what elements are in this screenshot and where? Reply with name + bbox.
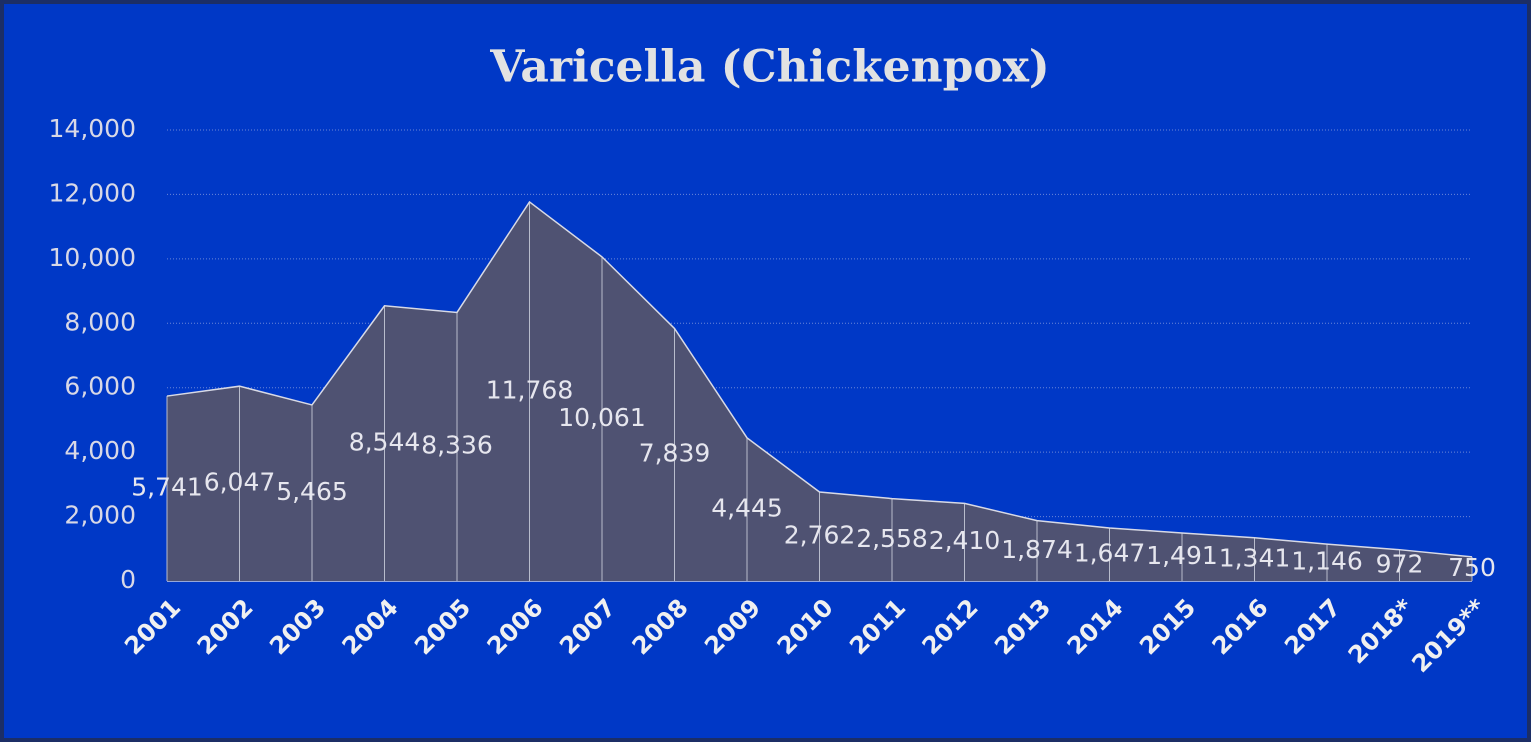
y-tick-label: 8,000: [64, 307, 136, 336]
y-tick-label: 10,000: [49, 243, 136, 272]
data-label: 2,762: [784, 521, 856, 550]
area: [167, 201, 1472, 581]
data-label: 4,445: [711, 493, 783, 522]
data-label: 1,146: [1291, 547, 1363, 576]
data-label: 1,491: [1146, 541, 1218, 570]
data-label: 5,465: [276, 477, 348, 506]
y-tick-label: 12,000: [49, 178, 136, 207]
data-label: 10,061: [558, 403, 645, 432]
data-label: 2,558: [856, 524, 928, 553]
data-label: 2,410: [929, 526, 1001, 555]
y-tick-label: 0: [120, 565, 136, 594]
data-label: 1,874: [1001, 535, 1073, 564]
data-label: 8,336: [421, 431, 493, 460]
data-label: 7,839: [639, 439, 711, 468]
data-label: 8,544: [349, 427, 421, 456]
data-label: 1,647: [1074, 538, 1146, 567]
data-label: 11,768: [486, 375, 573, 404]
y-tick-label: 14,000: [49, 114, 136, 143]
chart-title: Varicella (Chickenpox): [489, 42, 1050, 93]
y-tick-label: 2,000: [64, 501, 136, 530]
y-tick-label: 4,000: [64, 436, 136, 465]
data-label: 1,341: [1219, 543, 1291, 572]
y-tick-label: 6,000: [64, 372, 136, 401]
data-label: 5,741: [131, 473, 203, 502]
data-label: 6,047: [204, 468, 276, 497]
area-outline: [166, 200, 1473, 558]
data-label: 972: [1376, 549, 1424, 578]
data-label: 750: [1448, 553, 1496, 582]
